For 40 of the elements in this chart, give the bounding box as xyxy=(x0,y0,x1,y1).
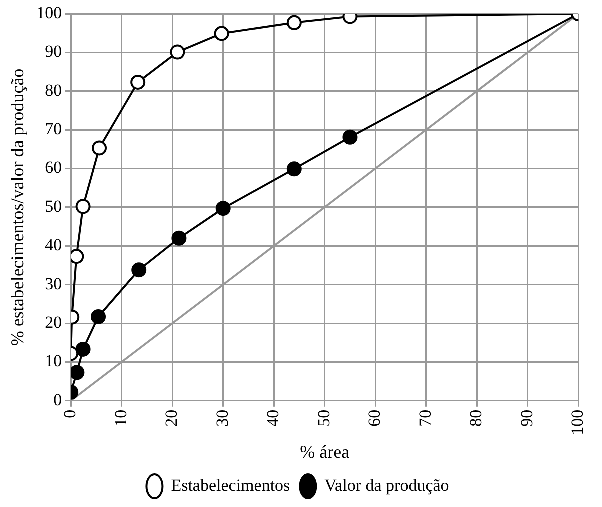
y-tick-label: 100 xyxy=(36,3,62,22)
x-tick-label: 30 xyxy=(212,410,232,427)
x-tick-label: 60 xyxy=(365,410,384,427)
legend-label: Estabelecimentos xyxy=(171,476,290,495)
x-tick-label: 0 xyxy=(60,410,80,418)
point xyxy=(76,199,91,214)
y-tick-label: 40 xyxy=(45,236,62,255)
point xyxy=(170,44,186,60)
legend-label: Valor da produção xyxy=(324,476,450,495)
y-tick-label: 70 xyxy=(45,120,62,139)
x-tick-label: 70 xyxy=(416,410,435,427)
point xyxy=(76,342,91,357)
point xyxy=(286,15,302,30)
y-tick-label: 80 xyxy=(45,80,62,100)
x-tick-label: 80 xyxy=(466,410,486,427)
y-tick-label: 50 xyxy=(45,196,62,216)
point xyxy=(132,262,147,278)
x-tick-label: 20 xyxy=(162,410,182,427)
y-tick-label: 0 xyxy=(54,390,62,410)
point xyxy=(286,162,302,177)
point xyxy=(214,26,230,42)
y-tick-label: 60 xyxy=(45,158,62,178)
point xyxy=(342,130,358,145)
point xyxy=(92,140,108,156)
x-tick-label: 40 xyxy=(264,410,283,427)
y-tick-label: 30 xyxy=(45,274,62,294)
x-axis-title: % área xyxy=(300,442,350,462)
x-tick-label: 90 xyxy=(517,410,536,427)
y-tick-label: 20 xyxy=(45,312,62,332)
y-axis-title: % estabelecimentos/valor da produção xyxy=(8,68,28,346)
point xyxy=(216,201,231,216)
x-tick-label: 50 xyxy=(314,410,334,427)
point xyxy=(71,365,85,380)
point xyxy=(91,309,106,324)
x-tick-label: 10 xyxy=(111,410,130,427)
y-tick-label: 10 xyxy=(45,352,62,371)
point xyxy=(172,230,187,246)
y-tick-label: 90 xyxy=(45,42,62,62)
x-tick-label: 100 xyxy=(568,410,588,436)
point xyxy=(130,74,146,90)
